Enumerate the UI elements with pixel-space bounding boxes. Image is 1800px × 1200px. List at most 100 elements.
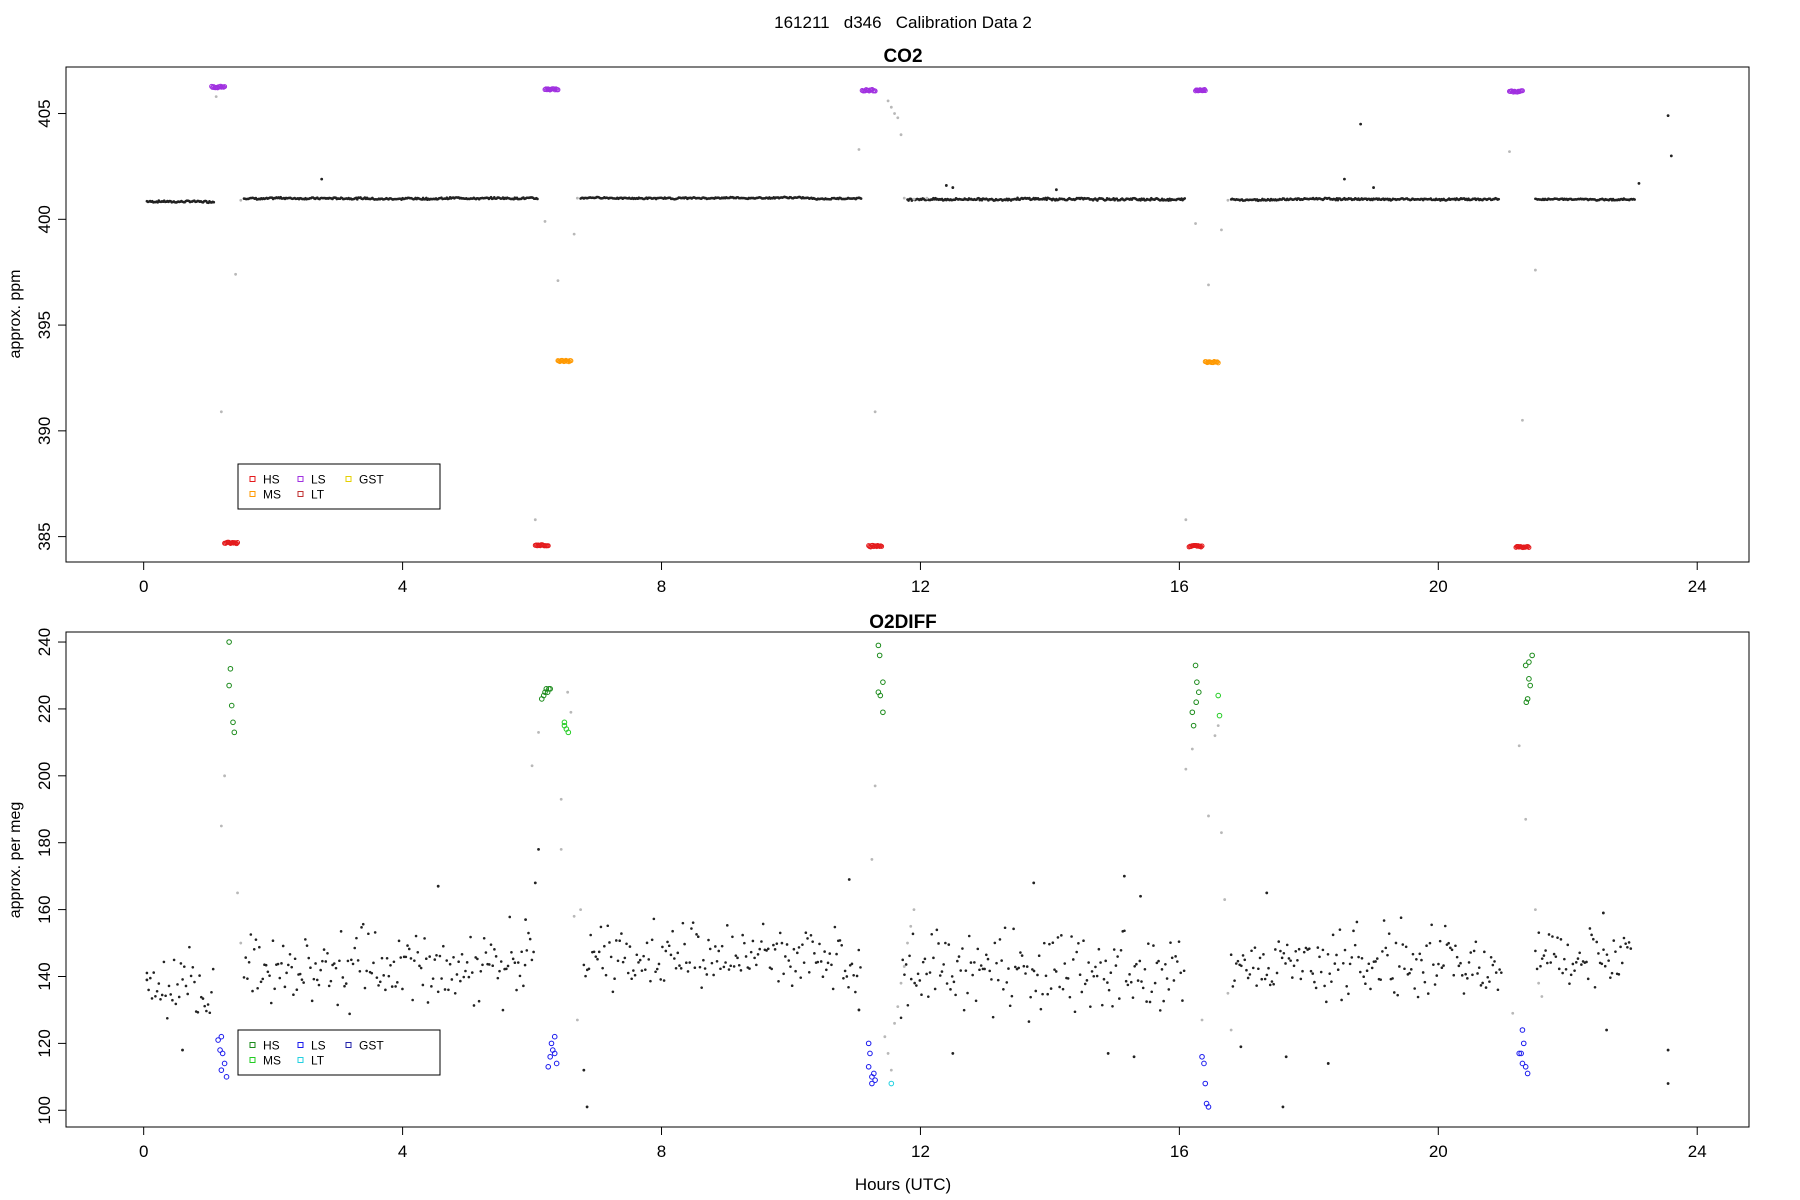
o2diff-ambient-point [1044, 974, 1048, 978]
o2diff-y-axis: 100 120 140 160 180 200 220 240 [35, 628, 67, 1124]
o2diff-ambient-point [938, 974, 942, 977]
co2-transition-point [1194, 222, 1197, 225]
o2diff-ambient-point [205, 1009, 208, 1013]
o2diff-ambient-point [341, 976, 345, 979]
o2diff-ambient-point [465, 961, 469, 964]
o2diff-ambient-point [317, 983, 321, 987]
o2diff-hs-point [226, 639, 232, 645]
o2diff-ambient-point [1109, 971, 1113, 975]
o2diff-ambient-point [166, 1016, 169, 1020]
o2diff-ambient-point [1182, 969, 1186, 973]
o2diff-ambient-point [1003, 926, 1007, 930]
o2diff-ambient-point [520, 950, 523, 954]
o2diff-ambient-point [455, 973, 459, 976]
o2diff-ambient-point [801, 943, 804, 946]
o2diff-ambient-point [1619, 945, 1622, 949]
o2diff-ambient-point [1301, 969, 1304, 973]
o2diff-ambient-point [1150, 990, 1154, 994]
o2diff-transition-point [1226, 991, 1230, 995]
o2diff-ambient-point [720, 944, 724, 948]
o2diff-ambient-point [1416, 995, 1420, 999]
o2diff-ambient-point [1280, 956, 1284, 960]
co2-x-tick-label: 8 [657, 577, 666, 596]
o2diff-ambient-point [346, 959, 350, 963]
o2diff-ambient-point [1460, 974, 1464, 977]
o2diff-ambient-point [1552, 952, 1556, 956]
co2-hs-point [235, 540, 241, 546]
o2diff-ls-point [551, 1050, 558, 1057]
co2-hs-point [1525, 544, 1531, 550]
o2diff-ambient-point [1433, 983, 1437, 986]
o2diff-ambient-point [1032, 881, 1036, 885]
o2diff-ambient-point [1486, 975, 1490, 979]
o2diff-ms-point [561, 719, 568, 726]
o2diff-ambient-point [1471, 973, 1474, 977]
o2diff-transition-point [579, 908, 583, 912]
o2diff-ambient-point [1172, 979, 1176, 982]
o2diff-hs-point [1190, 722, 1197, 729]
o2diff-hs-point [1189, 709, 1196, 716]
o2diff-ambient-point [518, 974, 522, 978]
o2diff-ambient-point [1275, 971, 1279, 975]
o2diff-ambient-point [1294, 950, 1298, 953]
o2diff-ls-point [872, 1077, 878, 1083]
o2diff-hs-point [1192, 662, 1199, 669]
o2diff-ambient-point [1013, 965, 1017, 969]
o2diff-ambient-point [594, 955, 598, 958]
o2diff-ls-point [865, 1063, 872, 1070]
o2diff-ls-point [221, 1060, 228, 1067]
o2diff-ambient-point [355, 936, 358, 940]
o2diff-ambient-point [522, 984, 525, 988]
o2diff-ambient-point [440, 977, 443, 980]
o2diff-ambient-point [1071, 958, 1075, 961]
o2diff-ambient-point [1566, 943, 1570, 947]
o2diff-ambient-point [1260, 977, 1264, 981]
o2diff-ambient-point [181, 1048, 184, 1052]
o2diff-panel: O2DIFF 100 120 140 160 180 200 220 240 0 4 8 12 16 2… [7, 612, 1750, 1194]
o2diff-ambient-point [319, 968, 322, 972]
o2diff-ambient-point [1602, 948, 1605, 951]
o2diff-ambient-point [370, 971, 374, 975]
o2diff-ambient-point [477, 999, 481, 1003]
o2diff-ambient-point [356, 959, 360, 962]
o2diff-ambient-point [606, 924, 610, 928]
o2diff-ambient-point [1445, 943, 1449, 946]
o2diff-ambient-point [1160, 968, 1164, 971]
o2diff-ambient-point [1379, 978, 1382, 981]
co2-points [145, 83, 1673, 551]
o2diff-ambient-point [145, 978, 149, 982]
o2diff-ambient-point [1428, 941, 1432, 945]
o2diff-ambient-point [338, 959, 341, 963]
o2diff-ambient-point [411, 998, 414, 1002]
co2-legend-symbol-gst [345, 476, 352, 482]
co2-ambient-point [212, 200, 216, 204]
o2diff-ambient-point [1025, 965, 1029, 968]
o2diff-ambient-point [857, 948, 861, 952]
o2diff-ambient-point [916, 972, 920, 976]
o2diff-ambient-point [154, 994, 157, 998]
o2diff-transition-point [1229, 1028, 1233, 1032]
o2diff-ambient-point [302, 981, 305, 984]
o2diff-ambient-point [714, 945, 717, 948]
o2diff-ls-point [865, 1040, 872, 1047]
o2diff-ambient-point [921, 960, 925, 964]
o2diff-ambient-point [365, 969, 368, 973]
o2diff-ambient-point [363, 986, 367, 990]
o2diff-ambient-point [1143, 967, 1147, 971]
o2diff-ambient-point [1554, 955, 1558, 958]
o2diff-hs-point [880, 709, 886, 716]
o2diff-ambient-point [378, 980, 382, 984]
o2diff-ambient-point [211, 967, 215, 971]
o2diff-ambient-point [523, 963, 527, 967]
o2diff-ambient-point [1593, 985, 1597, 989]
o2diff-ambient-point [1258, 956, 1262, 960]
o2diff-ambient-point [1268, 983, 1272, 987]
o2diff-ambient-point [1350, 956, 1354, 959]
o2diff-ambient-point [1083, 982, 1087, 986]
o2diff-transition-point [1511, 1011, 1515, 1015]
o2diff-ambient-point [1574, 961, 1578, 964]
o2diff-ambient-point [927, 995, 930, 998]
co2-legend-label-hs: HS [263, 473, 280, 487]
o2diff-ambient-point [925, 972, 928, 976]
co2-transition-point [886, 99, 890, 103]
